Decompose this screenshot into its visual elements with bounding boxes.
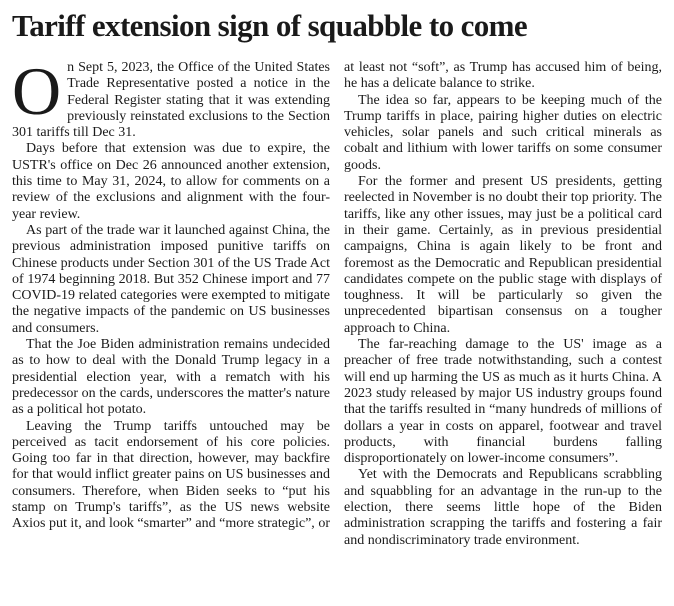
paragraph: The far-reaching damage to the US' image… [344,337,662,467]
paragraph: Leaving the Trump tariffs untouched may … [12,60,662,532]
article-body: On Sept 5, 2023, the Office of the Unite… [12,53,662,549]
paragraph: Days before that extension was due to ex… [12,141,330,222]
paragraph: That the Joe Biden administration remain… [12,337,330,418]
paragraph: On Sept 5, 2023, the Office of the Unite… [12,53,330,141]
paragraph: As part of the trade war it launched aga… [12,222,330,336]
paragraph: For the former and present US presidents… [344,174,662,336]
headline: Tariff extension sign of squabble to com… [12,8,528,43]
paragraph: Yet with the Democrats and Republicans s… [344,467,662,548]
paragraph: The idea so far, appears to be keeping m… [344,92,662,173]
